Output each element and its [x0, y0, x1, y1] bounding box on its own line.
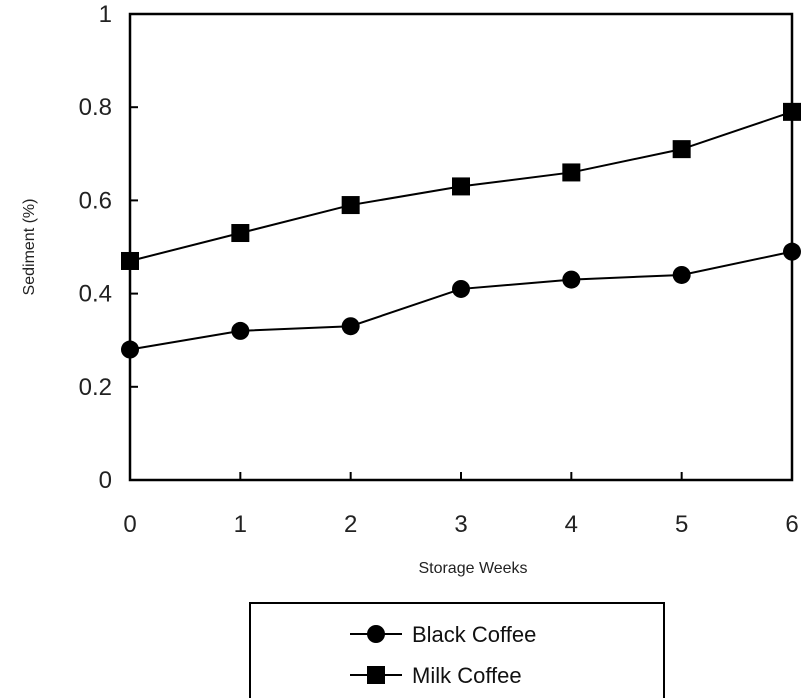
legend-items: Black Coffee Milk Coffee [350, 622, 536, 688]
data-point [121, 251, 139, 270]
data-point [452, 279, 470, 298]
data-point [783, 242, 801, 261]
x-tick-label: 0 [123, 511, 136, 538]
data-point [231, 321, 250, 340]
series-black-coffee [121, 242, 801, 359]
legend-marker [367, 625, 385, 643]
x-tick-label: 4 [565, 511, 578, 538]
x-tick-label: 1 [234, 511, 247, 538]
legend-item: Black Coffee [350, 622, 536, 647]
x-tick-label: 6 [785, 511, 798, 538]
data-point [562, 270, 581, 289]
y-tick-label: 0.8 [79, 94, 112, 121]
data-point [341, 196, 360, 215]
legend: Black Coffee Milk Coffee [249, 602, 665, 698]
legend-item: Milk Coffee [350, 663, 522, 688]
plot-frame-group [128, 12, 794, 482]
y-axis-ticks: 0 0.2 0.4 0.6 0.8 1 [79, 1, 138, 494]
y-tick-label: 0.6 [79, 187, 112, 214]
x-tick-label: 2 [344, 511, 357, 538]
y-tick-label: 1 [99, 1, 112, 28]
data-point [562, 163, 581, 182]
x-tick-label: 5 [675, 511, 688, 538]
legend-box [249, 602, 665, 698]
data-point [783, 102, 801, 121]
y-tick-label: 0.2 [79, 374, 112, 401]
x-tick-label: 3 [454, 511, 467, 538]
x-axis-title: Storage Weeks [418, 560, 527, 577]
x-axis-ticks: 0 1 2 3 4 5 6 [123, 472, 799, 538]
y-tick-label: 0.4 [79, 281, 112, 308]
data-point [121, 340, 139, 359]
y-axis-title: Sediment (%) [21, 199, 38, 296]
legend-label: Black Coffee [412, 622, 536, 647]
plot-area-frame [128, 12, 794, 482]
data-point [341, 317, 360, 336]
data-point [452, 177, 470, 196]
data-point [231, 224, 250, 243]
legend-marker [367, 666, 385, 684]
y-tick-label: 0 [99, 467, 112, 494]
legend-label: Milk Coffee [412, 663, 522, 688]
series-line [129, 250, 793, 351]
data-point [672, 265, 691, 284]
series-milk-coffee [121, 102, 801, 270]
series-layer [121, 102, 801, 359]
data-point [672, 140, 691, 159]
